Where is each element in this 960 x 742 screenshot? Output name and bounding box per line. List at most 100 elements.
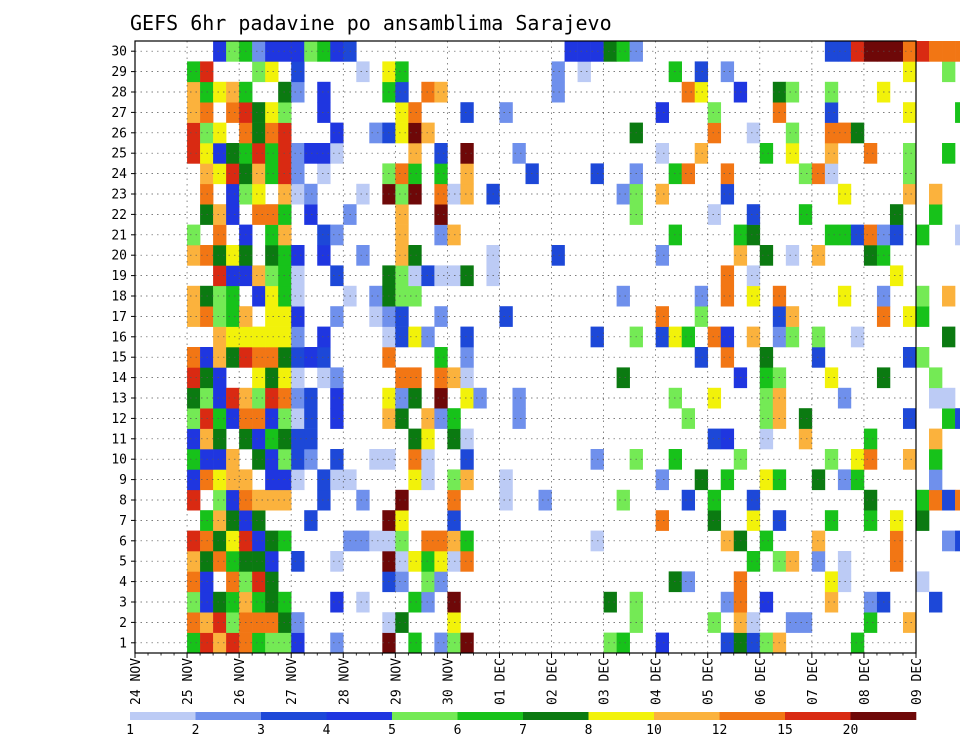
heatmap-cell: [824, 163, 839, 185]
heatmap-cell: [291, 265, 305, 287]
heatmap-cell: [863, 510, 878, 531]
heatmap-cell: [746, 632, 761, 654]
heatmap-cell: [395, 408, 409, 429]
x-tick-label: 30 NOV: [441, 658, 456, 705]
heatmap-cell: [850, 632, 865, 654]
heatmap-cell: [759, 143, 774, 164]
heatmap-cell: [408, 102, 422, 123]
heatmap-cell: [252, 591, 266, 613]
heatmap-cell: [720, 265, 735, 287]
heatmap-cell: [434, 347, 448, 368]
heatmap-cell: [694, 285, 709, 307]
heatmap-cell: [226, 183, 240, 205]
colorbar-swatch: [261, 712, 327, 720]
heatmap-cell: [291, 143, 305, 164]
heatmap-cell: [564, 41, 578, 62]
heatmap-cell: [824, 224, 839, 246]
heatmap-cell: [291, 469, 305, 491]
heatmap-cell: [785, 612, 800, 633]
heatmap-cell: [291, 612, 305, 633]
heatmap-cell: [902, 163, 917, 185]
y-tick-label: 13: [111, 392, 127, 407]
heatmap-cell: [265, 245, 279, 266]
heatmap-cell: [330, 367, 344, 389]
heatmap-cell: [187, 224, 201, 246]
heatmap-cell: [655, 326, 669, 348]
heatmap-cell: [785, 81, 800, 103]
heatmap-cell: [603, 632, 617, 654]
heatmap-cell: [291, 285, 305, 307]
heatmap-cell: [330, 449, 344, 470]
heatmap-cell: [187, 367, 201, 389]
heatmap-cell: [265, 265, 279, 287]
heatmap-cell: [785, 245, 800, 266]
heatmap-cell: [213, 245, 227, 266]
heatmap-cell: [213, 530, 227, 552]
heatmap-cell: [213, 326, 227, 348]
heatmap-cell: [824, 449, 839, 470]
heatmap-cell: [434, 571, 448, 593]
heatmap-cell: [551, 245, 565, 266]
heatmap-cell: [460, 265, 474, 287]
heatmap-cell: [942, 143, 956, 164]
heatmap-cell: [408, 632, 422, 654]
heatmap-cell: [252, 41, 266, 62]
heatmap-cell: [434, 306, 448, 327]
heatmap-cell: [226, 408, 240, 429]
heatmap-cell: [213, 632, 227, 654]
heatmap-cell: [330, 408, 344, 429]
heatmap-cell: [512, 143, 526, 164]
heatmap-cell: [720, 163, 735, 185]
heatmap-cell: [408, 449, 422, 470]
heatmap-cell: [811, 347, 826, 368]
heatmap-cell: [395, 306, 409, 327]
heatmap-cell: [746, 510, 761, 531]
heatmap-cell: [317, 326, 331, 348]
x-tick-label: 02 DEC: [546, 658, 561, 705]
heatmap-cell: [759, 245, 774, 266]
heatmap-cell: [408, 245, 422, 266]
heatmap-cell: [759, 347, 774, 368]
heatmap-cell: [460, 163, 474, 185]
heatmap-cell: [395, 163, 409, 185]
heatmap-cell: [330, 469, 344, 491]
heatmap-cell: [408, 265, 422, 287]
y-tick-label: 4: [119, 575, 127, 590]
heatmap-cell: [681, 163, 696, 185]
heatmap-cell: [863, 612, 878, 633]
heatmap-cell: [824, 367, 839, 389]
heatmap-cell: [694, 347, 709, 368]
heatmap-cell: [785, 122, 800, 144]
heatmap-cell: [850, 326, 865, 348]
heatmap-cell: [252, 347, 266, 368]
heatmap-cell: [265, 61, 279, 83]
heatmap-cell: [291, 326, 305, 348]
heatmap-cell: [265, 489, 279, 511]
heatmap-cell: [317, 469, 331, 491]
y-tick-label: 28: [111, 86, 127, 101]
heatmap-cell: [395, 81, 409, 103]
heatmap-cell: [213, 143, 227, 164]
heatmap-cell: [213, 510, 227, 531]
heatmap-cell: [824, 591, 839, 613]
heatmap-cell: [291, 41, 305, 62]
heatmap-cell: [213, 41, 227, 62]
heatmap-cell: [759, 408, 774, 429]
heatmap-cell: [955, 102, 960, 123]
heatmap-cell: [291, 632, 305, 654]
heatmap-cell: [252, 408, 266, 429]
heatmap-cell: [655, 143, 669, 164]
heatmap-cell: [226, 81, 240, 103]
heatmap-cell: [434, 224, 448, 246]
heatmap-cell: [434, 81, 448, 103]
heatmap-cell: [460, 530, 474, 552]
heatmap-cell: [707, 428, 722, 450]
heatmap-cell: [863, 428, 878, 450]
heatmap-cell: [330, 551, 344, 572]
heatmap-cell: [720, 632, 735, 654]
heatmap-cell: [499, 489, 513, 511]
heatmap-cell: [187, 102, 201, 123]
heatmap-cell: [226, 571, 240, 593]
heatmap-cell: [863, 143, 878, 164]
